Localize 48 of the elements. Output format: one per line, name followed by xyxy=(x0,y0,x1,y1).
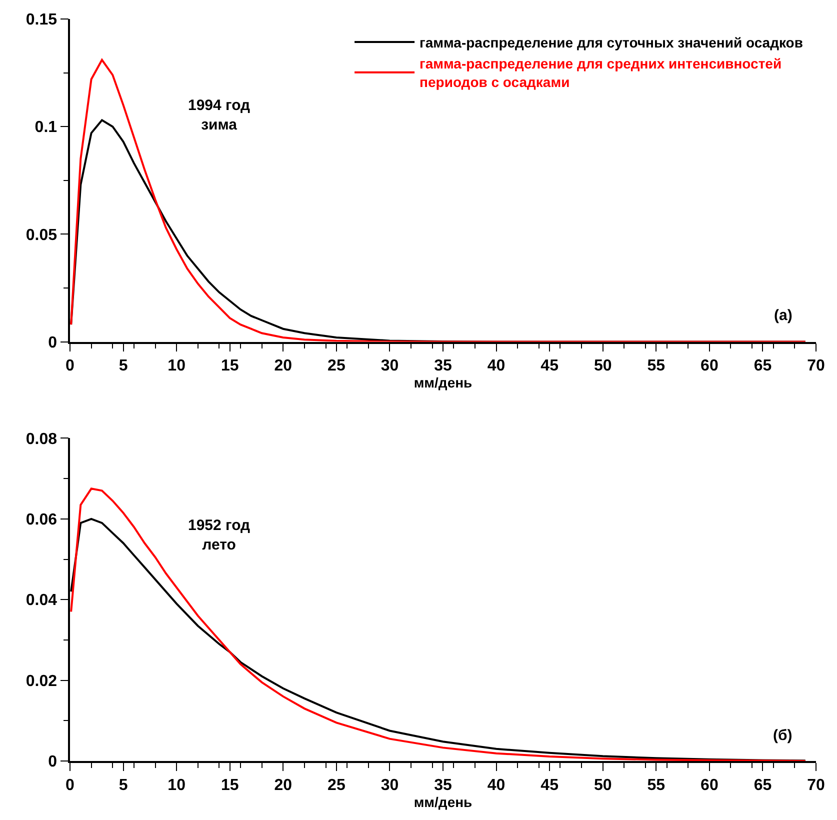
x-tick-label: 70 xyxy=(807,358,825,375)
x-tick-label: 50 xyxy=(594,776,612,794)
x-tick-label: 30 xyxy=(380,776,399,794)
y-tick-label: 0.04 xyxy=(26,592,58,610)
legend-label: гамма-распределение для средних интенсивностей периодов с осадками xyxy=(420,56,782,90)
x-tick-label: 20 xyxy=(274,358,292,375)
x-tick-label: 45 xyxy=(540,776,559,794)
x-tick-label: 25 xyxy=(328,776,346,794)
y-tick-label: 0 xyxy=(48,334,58,352)
x-tick-label: 35 xyxy=(434,358,452,375)
x-tick-label: 55 xyxy=(647,358,666,375)
x-tick-label: 10 xyxy=(168,776,186,794)
x-tick-label: 25 xyxy=(328,358,346,375)
annotation: 1952 год лето xyxy=(188,517,251,554)
x-axis-title: мм/день xyxy=(414,794,473,810)
x-tick-label: 60 xyxy=(700,776,718,794)
x-tick-label: 0 xyxy=(66,776,75,794)
annotation: (а) xyxy=(774,307,792,324)
x-tick-label: 60 xyxy=(700,358,718,375)
x-tick-label: 20 xyxy=(274,776,292,794)
annotation: (б) xyxy=(773,727,792,744)
y-tick-label: 0.15 xyxy=(26,12,58,29)
line-series xyxy=(70,58,806,342)
y-tick-label: 0.06 xyxy=(26,512,58,529)
x-tick-label: 55 xyxy=(647,776,666,794)
x-tick-label: 40 xyxy=(487,776,506,794)
x-tick-label: 15 xyxy=(220,776,239,794)
annotation: 1994 год зима xyxy=(188,97,251,134)
x-tick-label: 50 xyxy=(594,358,612,375)
x-tick-label: 65 xyxy=(754,776,772,794)
x-tick-label: 5 xyxy=(118,776,128,794)
x-axis-title: мм/день xyxy=(414,374,473,391)
x-tick-label: 30 xyxy=(380,358,399,375)
x-tick-label: 0 xyxy=(66,358,75,375)
y-tick-label: 0 xyxy=(48,754,58,771)
y-tick-label: 0.08 xyxy=(26,430,58,448)
x-tick-label: 45 xyxy=(540,358,559,375)
x-tick-label: 15 xyxy=(220,358,239,375)
legend-label: гамма-распределение для суточных значений осадков xyxy=(420,34,804,50)
x-tick-label: 35 xyxy=(434,776,452,794)
x-tick-label: 65 xyxy=(754,358,772,375)
y-tick-label: 0.05 xyxy=(26,226,58,244)
x-tick-label: 10 xyxy=(168,358,186,375)
x-tick-label: 40 xyxy=(487,358,506,375)
x-tick-label: 70 xyxy=(807,776,825,794)
y-tick-label: 0.02 xyxy=(26,672,58,690)
x-tick-label: 5 xyxy=(118,358,128,375)
y-tick-label: 0.1 xyxy=(34,119,58,136)
